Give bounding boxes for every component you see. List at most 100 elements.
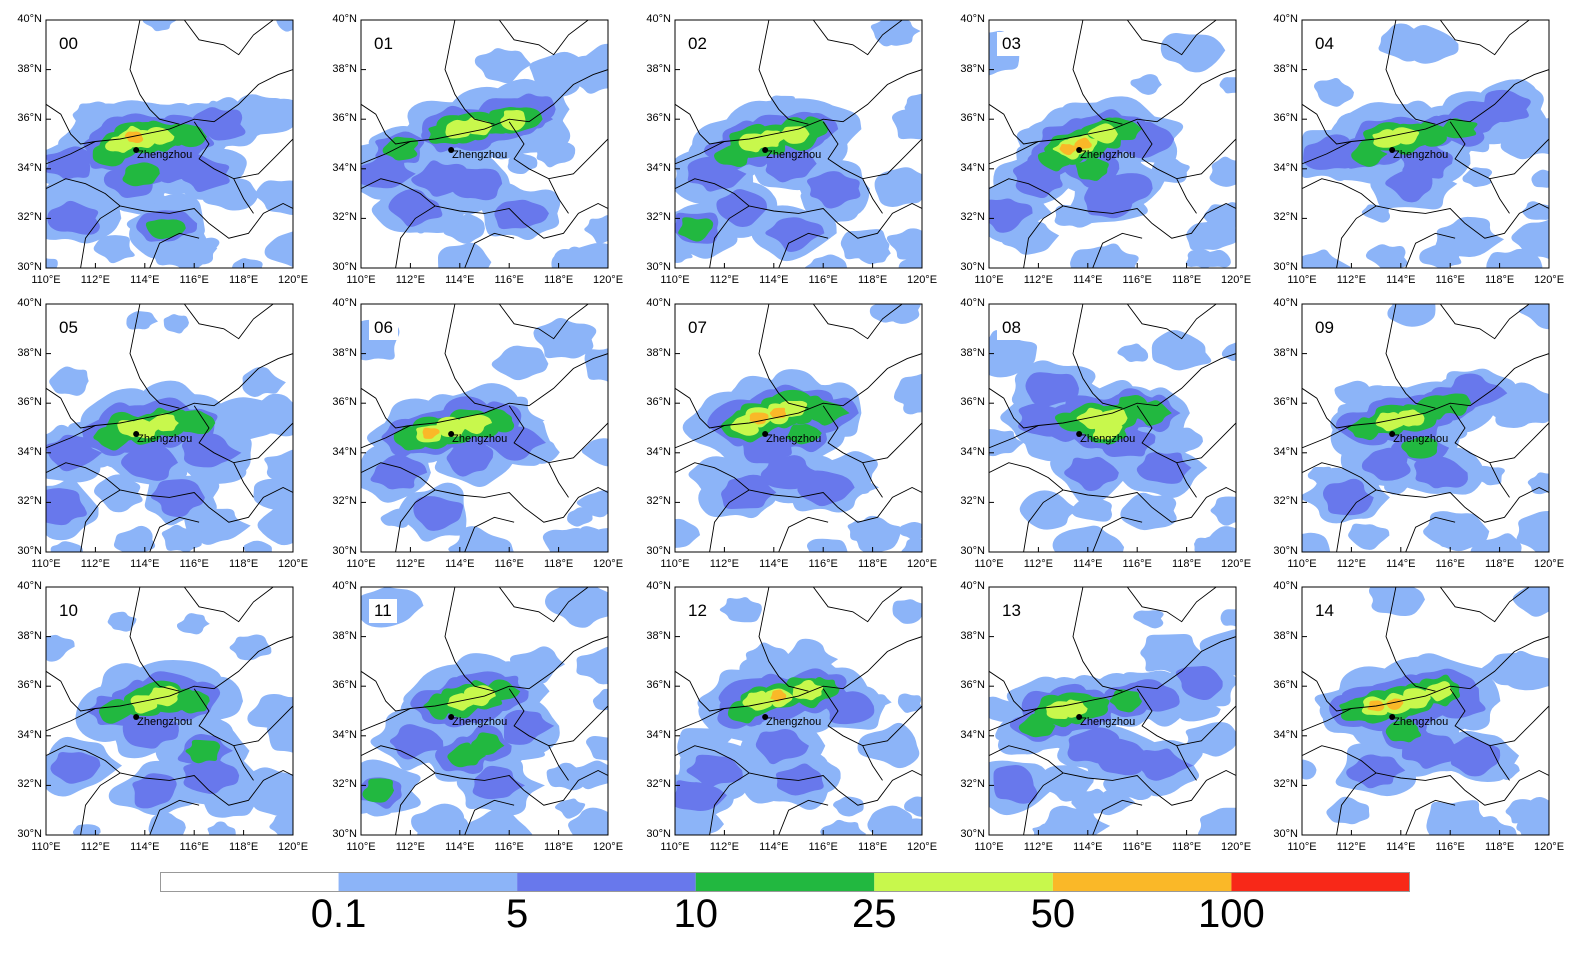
lon-tick-label: 116°E bbox=[179, 274, 209, 286]
drizzle-patch bbox=[1434, 216, 1505, 257]
precip-contour bbox=[675, 780, 727, 811]
precip-contour bbox=[1128, 679, 1180, 712]
lon-tick-label: 110°E bbox=[974, 558, 1004, 570]
province-border bbox=[1405, 516, 1456, 552]
lon-tick-label: 112°E bbox=[709, 558, 740, 570]
lat-tick-label: 34°N bbox=[960, 728, 985, 741]
lon-tick-label: 116°E bbox=[1122, 841, 1152, 853]
lon-tick-label: 110°E bbox=[660, 841, 690, 853]
province-border bbox=[675, 685, 844, 732]
lat-tick-label: 38°N bbox=[1273, 62, 1298, 75]
province-border bbox=[1302, 670, 1352, 712]
province-border bbox=[149, 799, 200, 835]
map-panel-13: 13 Zhengzhou bbox=[988, 586, 1237, 836]
province-border bbox=[361, 745, 525, 791]
lon-tick-label: 112°E bbox=[80, 558, 111, 570]
drizzle-patch bbox=[1511, 219, 1549, 260]
lat-tick-label: 34°N bbox=[1273, 728, 1298, 741]
city-label: Zhengzhou bbox=[1393, 148, 1449, 161]
province-border bbox=[709, 489, 750, 552]
precip-contour bbox=[450, 168, 503, 201]
lon-tick-label: 118°E bbox=[857, 274, 888, 286]
province-border bbox=[1176, 178, 1197, 214]
drizzle-patch bbox=[207, 821, 236, 835]
lon-tick-label: 112°E bbox=[395, 558, 426, 570]
drizzle-patch bbox=[1209, 156, 1236, 187]
province-border bbox=[1449, 688, 1549, 747]
province-border bbox=[1136, 405, 1236, 464]
lat-tick-label: 38°N bbox=[1273, 346, 1298, 359]
precip-map bbox=[988, 19, 1237, 269]
province-border bbox=[523, 202, 608, 239]
drizzle-patch bbox=[1531, 169, 1549, 188]
lat-tick-label: 32°N bbox=[1273, 211, 1298, 224]
precip-contour bbox=[1175, 666, 1223, 701]
precip-contour bbox=[46, 488, 87, 526]
precip-contour bbox=[1012, 159, 1063, 199]
precip-map bbox=[674, 303, 923, 553]
lon-tick-label: 116°E bbox=[179, 841, 209, 853]
drizzle-patch bbox=[1348, 523, 1390, 550]
province-border bbox=[989, 103, 1039, 145]
precip-contour bbox=[177, 410, 216, 435]
precip-contour bbox=[423, 693, 457, 720]
precip-map bbox=[1301, 19, 1550, 269]
precip-contour bbox=[413, 496, 464, 531]
drizzle-patch bbox=[126, 311, 158, 330]
map-frame bbox=[360, 303, 609, 553]
drizzle-patch bbox=[1089, 790, 1136, 816]
drizzle-patch bbox=[901, 538, 922, 552]
precip-contour bbox=[180, 154, 230, 193]
province-border bbox=[1336, 772, 1377, 835]
lat-tick-label: 34°N bbox=[960, 445, 985, 458]
drizzle-patch bbox=[1202, 824, 1235, 835]
lat-tick-label: 36°N bbox=[17, 679, 42, 692]
precip-contour bbox=[678, 217, 714, 242]
colorbar-segment bbox=[1231, 872, 1410, 892]
precip-contour bbox=[191, 107, 246, 141]
drizzle-patch bbox=[989, 329, 1038, 378]
precip-contour bbox=[388, 189, 443, 227]
precip-contour bbox=[176, 690, 210, 714]
province-border bbox=[842, 636, 922, 690]
precip-contour bbox=[770, 689, 787, 702]
province-border bbox=[837, 202, 922, 239]
drizzle-patch bbox=[448, 526, 514, 552]
drizzle-patch bbox=[142, 20, 176, 32]
lon-tick-label: 110°E bbox=[660, 558, 690, 570]
drizzle-patch bbox=[1040, 805, 1111, 835]
map-panel-07: 07 Zhengzhou bbox=[674, 303, 923, 553]
drizzle-patch bbox=[269, 814, 293, 835]
precip-contour bbox=[797, 470, 855, 507]
drizzle-patch bbox=[1326, 796, 1370, 825]
province-border bbox=[464, 516, 515, 552]
province-border bbox=[1023, 489, 1064, 552]
lat-tick-label: 30°N bbox=[1273, 545, 1298, 557]
province-border bbox=[208, 486, 293, 523]
map-panel-02: 02 Zhengzhou bbox=[674, 19, 923, 269]
province-border bbox=[1092, 516, 1143, 552]
lat-tick-label: 32°N bbox=[332, 495, 357, 508]
lat-tick-label: 34°N bbox=[17, 161, 42, 174]
province-border bbox=[1489, 178, 1510, 214]
drizzle-patch bbox=[1052, 525, 1125, 552]
province-border bbox=[508, 121, 608, 180]
lon-tick-label: 118°E bbox=[1171, 274, 1202, 286]
province-border bbox=[523, 486, 608, 523]
province-border bbox=[989, 387, 1039, 429]
colorbar-label: 100 bbox=[1198, 892, 1265, 936]
lon-tick-label: 110°E bbox=[31, 841, 61, 853]
lon-tick-label: 120°E bbox=[1533, 841, 1565, 853]
lat-tick-label: 38°N bbox=[960, 62, 985, 75]
map-frame bbox=[988, 586, 1237, 836]
lat-tick-label: 34°N bbox=[17, 728, 42, 741]
city-label: Zhengzhou bbox=[1080, 148, 1136, 161]
map-panel-03: 03 Zhengzhou bbox=[988, 19, 1237, 269]
precip-contour bbox=[458, 414, 493, 435]
precip-contour bbox=[1401, 731, 1459, 769]
precip-contour bbox=[50, 752, 101, 784]
precip-contour bbox=[1064, 456, 1119, 492]
precip-contour bbox=[769, 407, 787, 419]
city-label: Zhengzhou bbox=[766, 715, 822, 728]
province-border bbox=[1385, 20, 1436, 125]
